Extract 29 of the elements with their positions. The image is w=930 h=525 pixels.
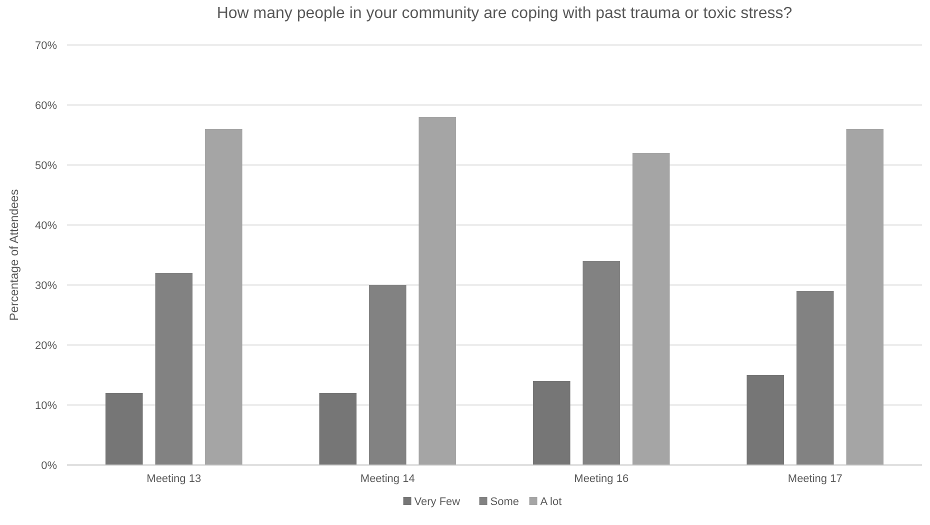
bar bbox=[204, 129, 242, 465]
y-tick-label: 60% bbox=[34, 100, 58, 112]
legend-label: Some bbox=[490, 496, 519, 508]
bar bbox=[846, 129, 884, 465]
bar bbox=[532, 381, 570, 465]
x-tick-label: Meeting 16 bbox=[574, 473, 629, 485]
y-tick-label: 70% bbox=[34, 40, 58, 52]
y-tick-label: 50% bbox=[34, 160, 58, 172]
y-tick-label: 40% bbox=[34, 220, 58, 232]
bar bbox=[796, 291, 834, 465]
bar bbox=[368, 285, 406, 465]
x-tick-label: Meeting 14 bbox=[360, 473, 415, 485]
y-tick-label: 20% bbox=[34, 340, 58, 352]
y-tick-label: 30% bbox=[34, 280, 58, 292]
x-tick-label: Meeting 17 bbox=[788, 473, 842, 485]
bar bbox=[632, 153, 670, 465]
y-tick-label: 10% bbox=[34, 400, 58, 412]
bar bbox=[582, 261, 620, 465]
legend-label: Very Few bbox=[414, 496, 460, 508]
bar bbox=[105, 393, 143, 465]
bar bbox=[319, 393, 357, 465]
bar bbox=[155, 273, 193, 465]
legend-label: A lot bbox=[540, 496, 562, 508]
bar bbox=[746, 375, 784, 465]
x-tick-label: Meeting 13 bbox=[146, 473, 202, 485]
bar bbox=[418, 117, 456, 465]
chart-title: How many people in your community are coping with past trauma or toxic stress? bbox=[216, 5, 792, 22]
y-axis-title: Percentage of Attendees bbox=[7, 189, 21, 321]
y-tick-label: 0% bbox=[41, 460, 58, 472]
